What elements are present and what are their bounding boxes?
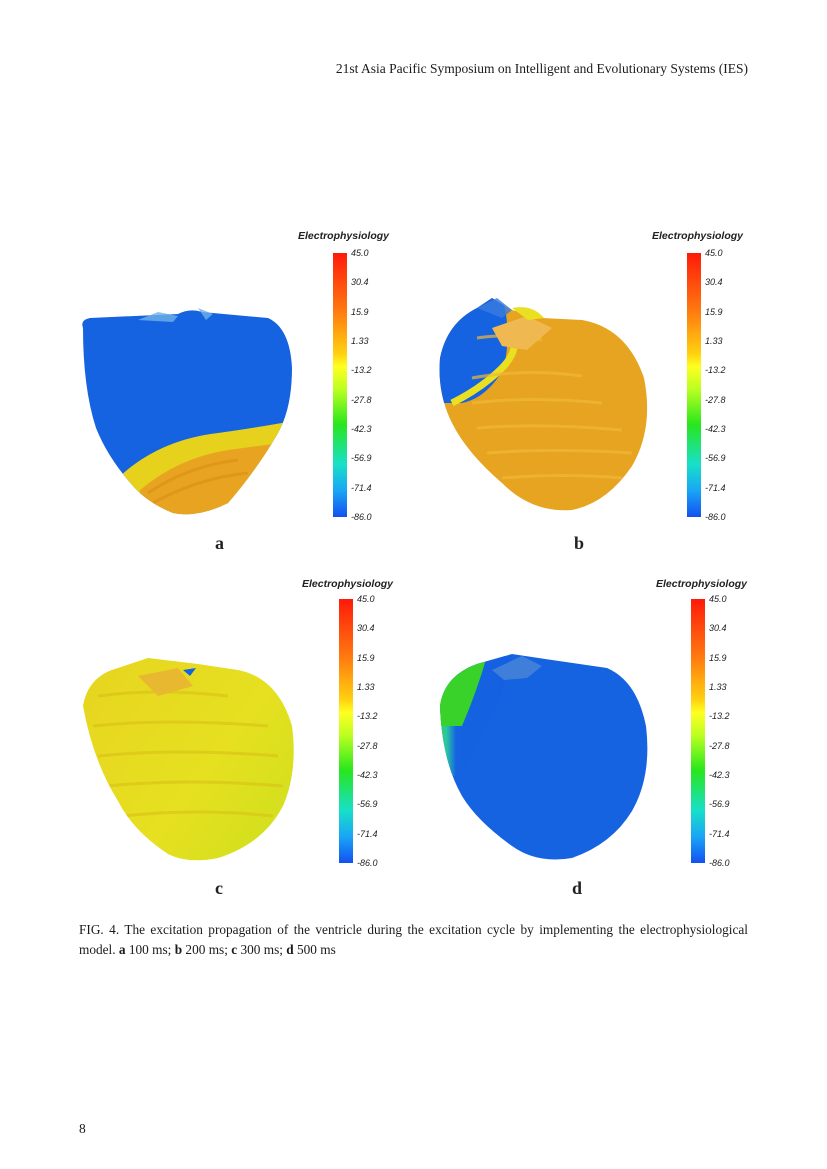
figure-panel-b: Electrophysiology 45.0 30.4 15.9 1.33 -13.2 -… [432, 228, 772, 553]
panel-label-c: c [215, 878, 223, 898]
colorbar-tick-label: 45.0 [705, 248, 723, 258]
colorbar-tick-label: -27.8 [705, 394, 726, 405]
colorbar-tick-label: -71.4 [705, 482, 726, 493]
colorbar-tick-label: -13.2 [709, 711, 730, 722]
colorbar [687, 253, 701, 517]
colorbar [691, 599, 705, 863]
colorbar-tick-label: -86.0 [351, 512, 372, 522]
colorbar-tick-label: 15.9 [705, 306, 723, 317]
caption-text-b: 200 ms; [182, 942, 232, 957]
colorbar-tick-label: 1.33 [705, 336, 723, 346]
colorbar-title: Electrophysiology [298, 230, 390, 242]
figure-panel-d: Electrophysiology 45.0 30.4 15.9 1.33 -13.2 -… [432, 576, 772, 898]
figure-panel-a: Electrophysiology 45.0 30.4 15.9 1.33 -13.2 -… [78, 228, 418, 553]
colorbar-tick-label: 15.9 [351, 306, 369, 317]
colorbar-tick-label: -27.8 [357, 740, 378, 751]
colorbar-tick-label: -86.0 [357, 858, 378, 868]
caption-text-d: 500 ms [293, 942, 336, 957]
colorbar-tick-label: 45.0 [357, 594, 375, 604]
ventricle-render-a [82, 308, 292, 515]
colorbar-tick-label: -71.4 [351, 482, 372, 493]
colorbar-tick-label: 15.9 [357, 652, 375, 663]
colorbar-title: Electrophysiology [302, 578, 394, 590]
ventricle-render-b [439, 298, 648, 511]
figure-panel-c: Electrophysiology 45.0 30.4 15.9 1.33 -13.2 -… [78, 576, 418, 898]
caption-text-c: 300 ms; [237, 942, 287, 957]
colorbar-tick-label: -71.4 [357, 828, 378, 839]
panel-label-a: a [215, 533, 224, 553]
colorbar-tick-label: 1.33 [709, 682, 727, 692]
panel-label-d: d [572, 878, 583, 898]
colorbar-tick-label: -13.2 [705, 365, 726, 376]
colorbar-tick-label: -71.4 [709, 828, 730, 839]
colorbar-tick-label: 30.4 [357, 623, 375, 634]
colorbar-tick-label: -42.3 [705, 424, 726, 434]
colorbar-tick-label: 45.0 [709, 594, 727, 604]
colorbar-tick-label: 30.4 [709, 623, 727, 634]
colorbar-tick-label: -42.3 [357, 770, 378, 780]
caption-text-a: 100 ms; [125, 942, 175, 957]
colorbar-tick-label: -27.8 [351, 394, 372, 405]
colorbar-title: Electrophysiology [656, 578, 748, 590]
colorbar-tick-label: -56.9 [351, 453, 372, 464]
colorbar-tick-label: -13.2 [357, 711, 378, 722]
colorbar-tick-label: -13.2 [351, 365, 372, 376]
caption-label-a: a [118, 942, 126, 957]
colorbar-tick-label: -56.9 [705, 453, 726, 464]
caption-label-c: c [231, 942, 238, 957]
colorbar-title: Electrophysiology [652, 230, 744, 242]
colorbar-tick-label: -27.8 [709, 740, 730, 751]
colorbar-tick-label: -86.0 [705, 512, 726, 522]
colorbar-tick-label: -42.3 [351, 424, 372, 434]
ventricle-render-d [440, 654, 648, 860]
page-number: 8 [79, 1121, 86, 1136]
caption-label-b: b [174, 942, 183, 957]
ventricle-render-c [83, 658, 294, 861]
colorbar [333, 253, 347, 517]
colorbar-tick-label: 15.9 [709, 652, 727, 663]
colorbar [339, 599, 353, 863]
figure-caption: FIG. 4. The excitation propagation of th… [79, 920, 748, 960]
colorbar-tick-label: 45.0 [351, 248, 369, 258]
colorbar-tick-label: -42.3 [709, 770, 730, 780]
running-header: 21st Asia Pacific Symposium on Intellige… [335, 61, 748, 76]
colorbar-tick-label: 30.4 [351, 277, 369, 288]
caption-lead: FIG. 4. The excitation propagation of th… [79, 922, 748, 957]
colorbar-tick-label: -86.0 [709, 858, 730, 868]
colorbar-tick-label: 1.33 [357, 682, 375, 692]
colorbar-tick-label: -56.9 [709, 799, 730, 810]
colorbar-tick-label: 30.4 [705, 277, 723, 288]
panel-label-b: b [574, 533, 585, 553]
colorbar-tick-label: -56.9 [357, 799, 378, 810]
colorbar-tick-label: 1.33 [351, 336, 369, 346]
caption-label-d: d [286, 942, 294, 957]
